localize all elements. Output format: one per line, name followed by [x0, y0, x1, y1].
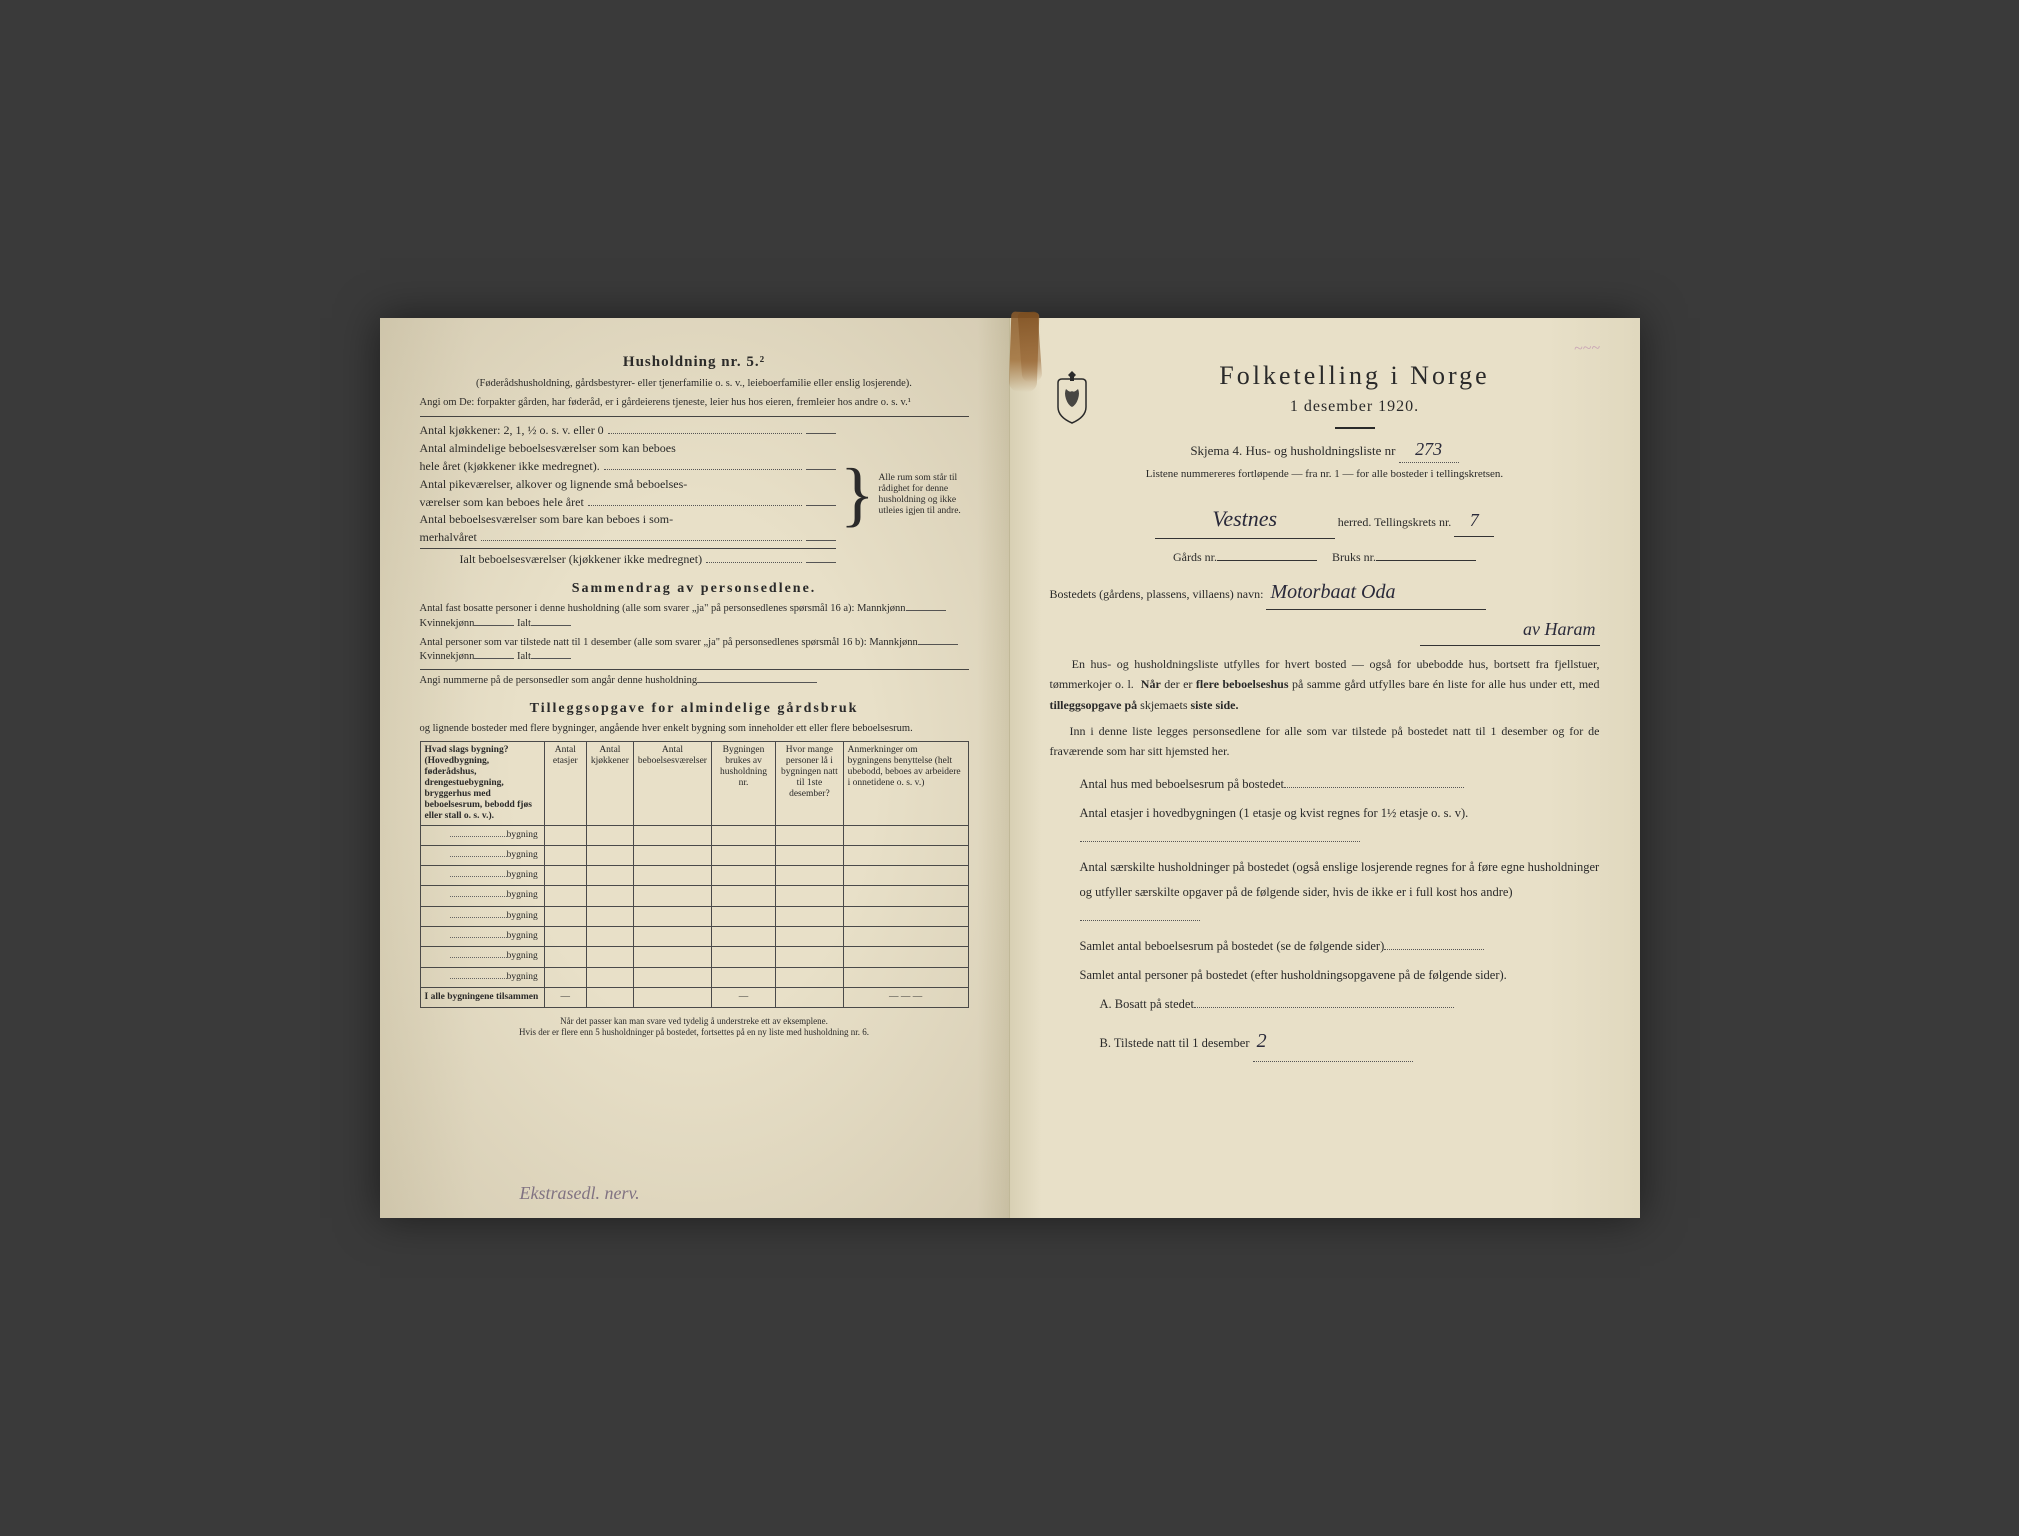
room-q3a: Antal pikeværelser, alkover og lignende …: [420, 476, 688, 493]
table-total-label: I alle bygningene tilsammen: [420, 987, 544, 1007]
coat-of-arms-icon: [1050, 369, 1094, 425]
room-q4b: merhalvåret: [420, 529, 477, 546]
table-row: bygning: [420, 886, 968, 906]
date-line: 1 desember 1920.: [1110, 396, 1600, 418]
qA: A. Bosatt på stedet: [1100, 992, 1600, 1017]
room-q3b: værelser som kan beboes hele året: [420, 494, 584, 511]
tillegg-heading: Tilleggsopgave for almindelige gårdsbruk: [420, 699, 969, 719]
room-q2b: hele året (kjøkkener ikke medregnet).: [420, 458, 600, 475]
left-sub1: (Føderådshusholdning, gårdsbestyrer- ell…: [420, 377, 969, 392]
q2: Antal etasjer i hovedbygningen (1 etasje…: [1080, 801, 1600, 851]
krets-handwritten: 7: [1470, 510, 1479, 530]
document-spread: Husholdning nr. 5.² (Føderådshusholdning…: [380, 318, 1640, 1218]
q5: Samlet antal personer på bostedet (efter…: [1080, 963, 1600, 988]
bosted-handwritten-2: av Haram: [1523, 619, 1596, 639]
para2: Inn i denne liste legges personsedlene f…: [1050, 721, 1600, 762]
table-row: bygning: [420, 906, 968, 926]
herred-handwritten: Vestnes: [1212, 506, 1277, 531]
table-row: bygning: [420, 947, 968, 967]
col-4: Antal beboelsesværelser: [633, 742, 711, 825]
room-q2a: Antal almindelige beboelsesværelser som …: [420, 440, 676, 457]
building-table: Hvad slags bygning? (Hovedbygning, føder…: [420, 741, 969, 1008]
brace-icon: }: [836, 464, 879, 525]
list-note: Listene nummereres fortløpende — fra nr.…: [1050, 467, 1600, 482]
table-row: bygning: [420, 825, 968, 845]
summary-l1: Antal fast bosatte personer i denne hush…: [420, 602, 969, 631]
q1: Antal hus med beboelsesrum på bostedet: [1080, 772, 1600, 797]
brace-text: Alle rum som står til rådighet for denne…: [879, 473, 969, 517]
col-3: Antal kjøkkener: [586, 742, 633, 825]
summary-heading: Sammendrag av personsedlene.: [420, 579, 969, 599]
bosted-handwritten: Motorbaat Oda: [1270, 581, 1395, 603]
col-5: Bygningen brukes av husholdning nr.: [711, 742, 775, 825]
table-row: bygning: [420, 845, 968, 865]
purple-stamp: ~~~: [1573, 338, 1600, 361]
bosted-line: Bostedets (gårdens, plassens, villaens) …: [1050, 575, 1600, 610]
stain-mark-2: [1017, 311, 1042, 382]
summary-l2: Antal personer som var tilstede natt til…: [420, 636, 969, 665]
qB-handwritten: 2: [1257, 1030, 1267, 1052]
footnote: Når det passer kan man svare ved tydelig…: [420, 1016, 969, 1038]
schema-nr-handwritten: 273: [1415, 439, 1442, 459]
q4: Samlet antal beboelsesrum på bostedet (s…: [1080, 934, 1600, 959]
left-page: Husholdning nr. 5.² (Føderådshusholdning…: [380, 318, 1010, 1218]
summary-l3: Angi nummerne på de personsedler som ang…: [420, 674, 969, 689]
room-q1: Antal kjøkkener: 2, 1, ½ o. s. v. eller …: [420, 422, 604, 439]
qB: B. Tilstede natt til 1 desember 2: [1100, 1021, 1600, 1062]
room-q4a: Antal beboelsesværelser som bare kan beb…: [420, 511, 674, 528]
schema-line: Skjema 4. Hus- og husholdningsliste nr 2…: [1050, 437, 1600, 463]
left-heading: Husholdning nr. 5.²: [420, 352, 969, 373]
bosted-line-2: av Haram: [1050, 614, 1600, 646]
room-total: Ialt beboelsesværelser (kjøkkener ikke m…: [460, 551, 703, 568]
main-title: Folketelling i Norge: [1110, 358, 1600, 394]
col-6: Hvor mange personer lå i bygningen natt …: [776, 742, 844, 825]
gards-line: Gårds nr. Bruks nr.: [1050, 547, 1600, 567]
table-row: bygning: [420, 866, 968, 886]
q3: Antal særskilte husholdninger på bostede…: [1080, 855, 1600, 930]
handwritten-note-bottom: Ekstrasedl. nerv.: [520, 1181, 640, 1206]
rooms-block: Antal kjøkkener: 2, 1, ½ o. s. v. eller …: [420, 421, 969, 568]
col-1: Hvad slags bygning? (Hovedbygning, føder…: [420, 742, 544, 825]
para1: En hus- og husholdningsliste utfylles fo…: [1050, 654, 1600, 715]
table-row: bygning: [420, 927, 968, 947]
right-page: ~~~ Folketelling i Norge 1 desember 1920…: [1010, 318, 1640, 1218]
title-row: Folketelling i Norge 1 desember 1920.: [1050, 358, 1600, 437]
herred-line: Vestnes herred. Tellingskrets nr. 7: [1050, 500, 1600, 538]
table-row: bygning: [420, 967, 968, 987]
left-sub2: Angi om De: forpakter gården, har føderå…: [420, 396, 969, 411]
tillegg-sub: og lignende bosteder med flere bygninger…: [420, 722, 969, 737]
col-7: Anmerkninger om bygningens benyttelse (h…: [843, 742, 968, 825]
col-2: Antal etasjer: [544, 742, 586, 825]
